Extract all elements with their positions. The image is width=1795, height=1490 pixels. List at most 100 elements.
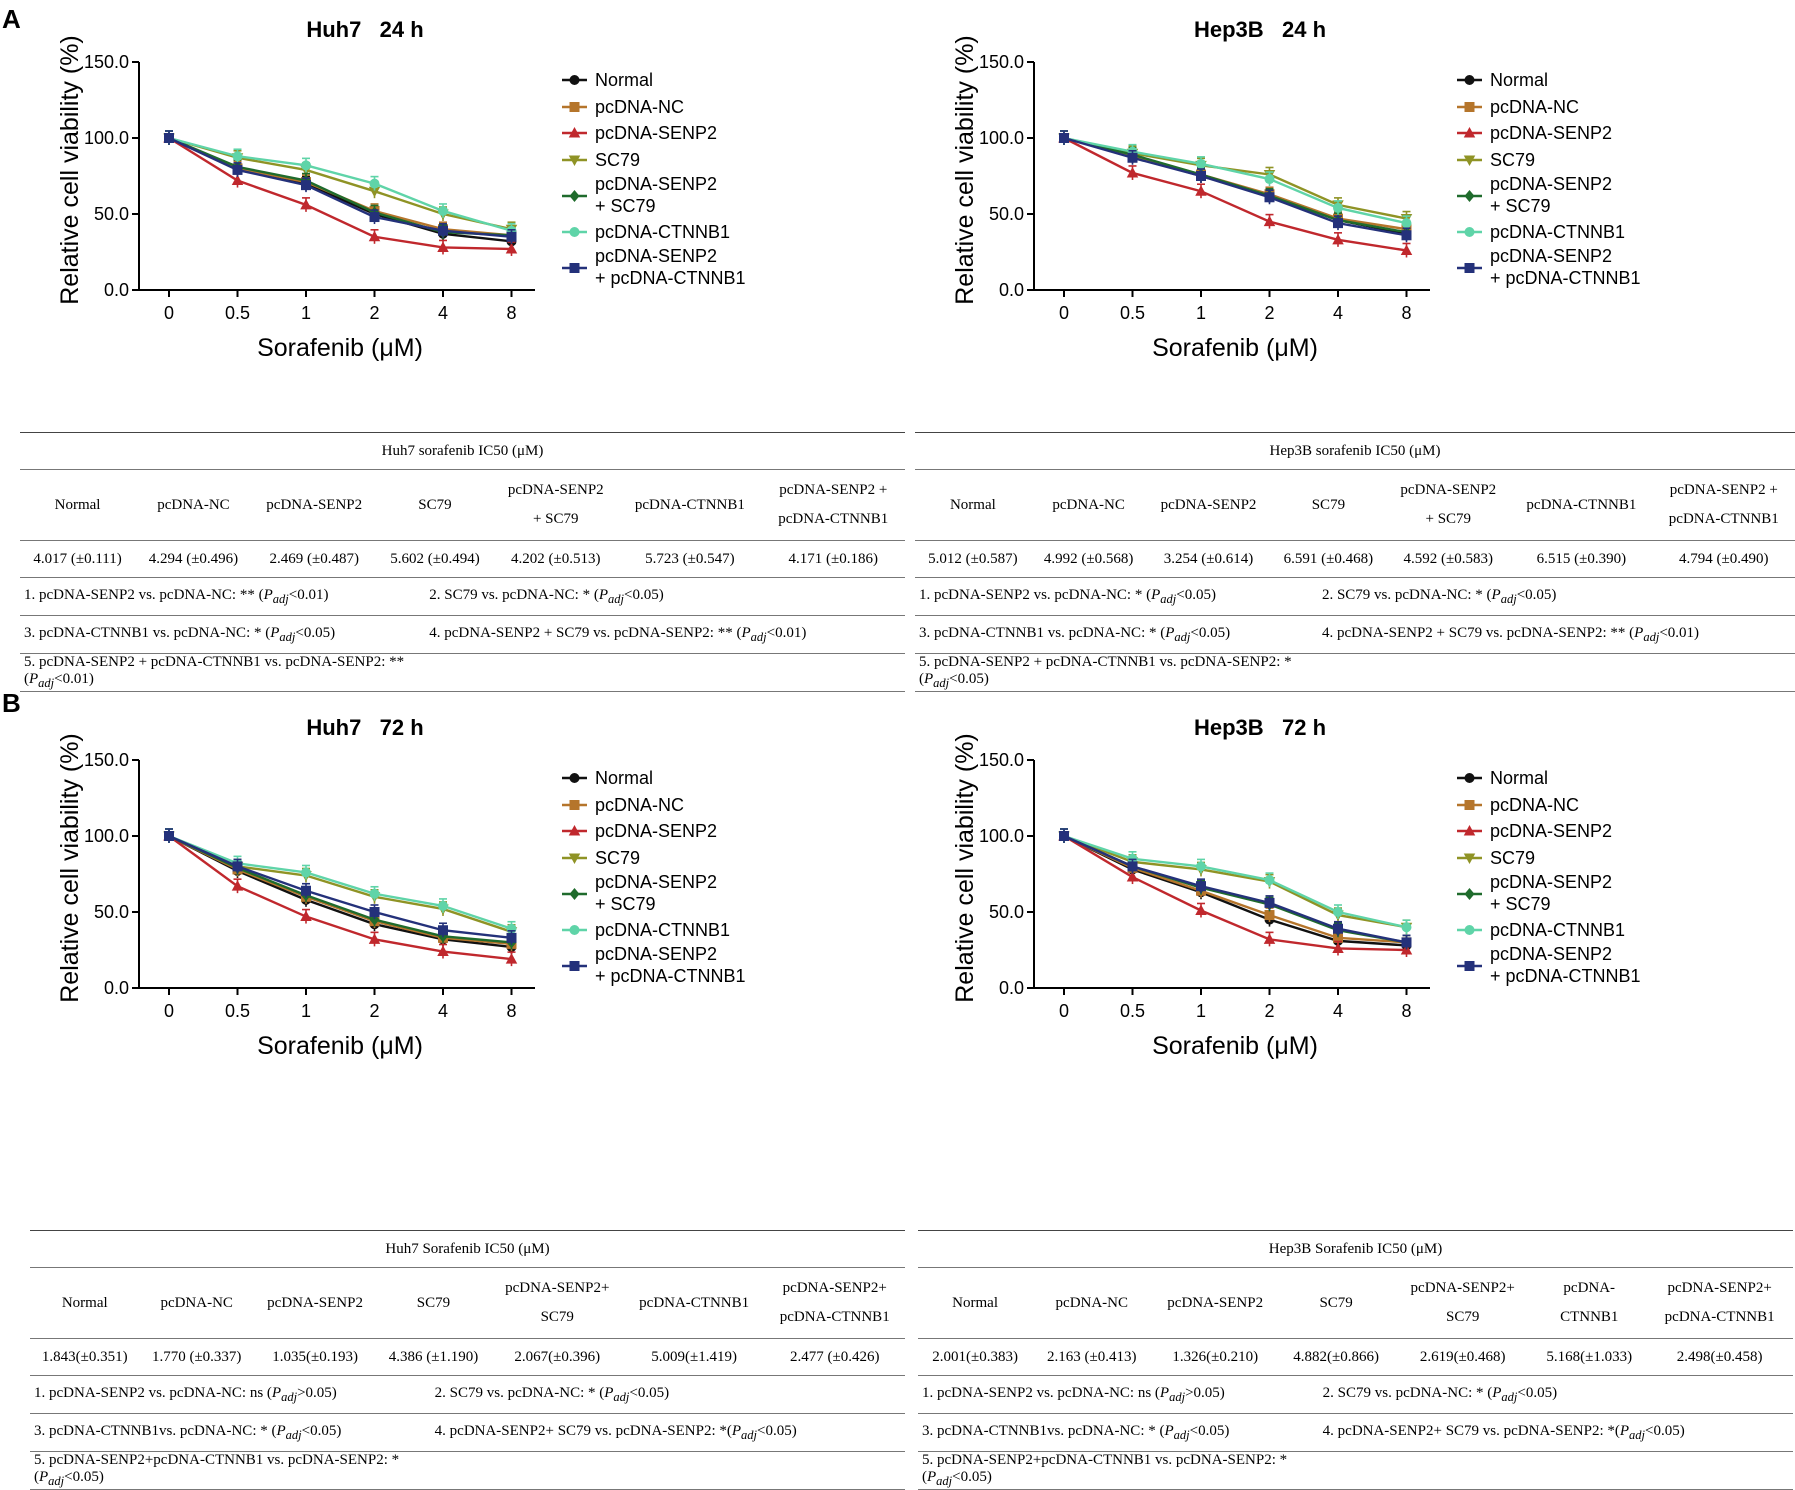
legend-label: pcDNA-SENP2 + pcDNA-CTNNB1 xyxy=(1490,246,1641,288)
series-line xyxy=(1063,834,1407,929)
x-tick-label: 0 xyxy=(164,303,174,323)
data-point xyxy=(1333,932,1343,943)
ic50-value: 1.843(±0.351) xyxy=(30,1338,140,1376)
comparison-note: 1. pcDNA-SENP2 vs. pcDNA-NC: ** (Padj<0.… xyxy=(24,586,329,606)
series-line xyxy=(168,834,512,944)
legend-label: Normal xyxy=(595,70,653,90)
legend: Normal pcDNA-NC pcDNA-SENP2 SC79 pcDNA-SENP2… xyxy=(562,768,746,986)
chart-hep3b-24h: Hep3B 24 h 0.0 50.0 100.0 150.0 0 0.5 1 2 4 8 Soraf… xyxy=(935,10,1795,390)
column-header: Normal xyxy=(949,496,996,513)
data-point xyxy=(368,933,381,944)
x-tick-label: 8 xyxy=(506,1001,516,1021)
series-pcdna-senp2 xyxy=(163,828,518,967)
legend-label: pcDNA-NC xyxy=(1490,795,1579,815)
data-point xyxy=(1263,215,1276,227)
series-sc79 xyxy=(1058,828,1413,935)
ic50-value: 2.067(±0.396) xyxy=(490,1338,624,1376)
data-point xyxy=(438,925,448,936)
x-tick-label: 0 xyxy=(1059,303,1069,323)
x-tick-label: 4 xyxy=(1333,303,1343,323)
ic50-value: 6.591 (±0.468) xyxy=(1270,540,1387,578)
comparison-note: 2. SC79 vs. pcDNA-NC: * (Padj<0.05) xyxy=(429,586,664,606)
comparison-note: 4. pcDNA-SENP2 + SC79 vs. pcDNA-SENP2: *… xyxy=(429,624,807,644)
comparison-note: 5. pcDNA-SENP2 + pcDNA-CTNNB1 vs. pcDNA-… xyxy=(919,654,1292,690)
legend-label: pcDNA-SENP2 + pcDNA-CTNNB1 xyxy=(1490,944,1641,986)
table-title: Hep3B sorafenib IC50 (μM) xyxy=(915,432,1795,470)
legend-marker xyxy=(569,925,580,935)
x-tick-label: 1 xyxy=(301,303,311,323)
column-header: pcDNA-NC xyxy=(160,1294,233,1311)
chart-title: Huh7 72 h xyxy=(306,715,423,740)
series-pcdna-senp2-sc79 xyxy=(1059,828,1412,950)
legend-marker xyxy=(1464,925,1475,935)
y-tick-label: 50.0 xyxy=(989,902,1024,922)
data-point xyxy=(438,205,448,216)
data-point xyxy=(1264,875,1275,886)
x-tick-label: 0.5 xyxy=(1120,303,1145,323)
legend: Normal pcDNA-NC pcDNA-SENP2 SC79 pcDNA-SENP2… xyxy=(1457,70,1641,288)
y-tick-label: 150.0 xyxy=(84,750,129,770)
series-line xyxy=(1063,136,1407,237)
legend-label: pcDNA-CTNNB1 xyxy=(1490,920,1625,940)
series-line xyxy=(168,136,512,251)
ic50-value: 2.477 (±0.426) xyxy=(764,1338,905,1376)
data-point xyxy=(231,880,244,891)
comparison-note: 5. pcDNA-SENP2+pcDNA-CTNNB1 vs. pcDNA-SE… xyxy=(922,1452,1288,1488)
ic50-value: 5.723 (±0.547) xyxy=(618,540,762,578)
data-point xyxy=(232,164,243,175)
data-point xyxy=(1126,166,1139,178)
comparison-note-row: 3. pcDNA-CTNNB1 vs. pcDNA-NC: * (Padj<0.… xyxy=(915,615,1795,654)
series-line xyxy=(1063,834,1407,952)
column-header: pcDNA-NC xyxy=(1052,496,1125,513)
ic50-value: 5.602 (±0.494) xyxy=(376,540,494,578)
legend-marker xyxy=(1464,888,1475,900)
column-header: pcDNA-NC xyxy=(157,496,230,513)
column-header: SC79 xyxy=(416,1294,451,1311)
data-point xyxy=(369,888,380,899)
data-point xyxy=(1196,861,1206,872)
series-line xyxy=(1063,136,1407,220)
legend-marker xyxy=(1464,102,1475,112)
series-line xyxy=(168,136,512,232)
series-line xyxy=(1063,834,1407,944)
ic50-value: 1.035(±0.193) xyxy=(253,1338,377,1376)
ic50-value: 4.017 (±0.111) xyxy=(20,540,136,578)
y-tick-label: 150.0 xyxy=(979,750,1024,770)
legend-label: SC79 xyxy=(595,150,640,170)
data-point xyxy=(1333,907,1343,917)
data-point xyxy=(1333,202,1343,213)
data-point xyxy=(505,953,518,964)
series-line xyxy=(1063,136,1407,225)
comparison-note-row: 5. pcDNA-SENP2+pcDNA-CTNNB1 vs. pcDNA-SE… xyxy=(30,1451,905,1490)
ic50-value: 4.386 (±1.190) xyxy=(376,1338,491,1376)
x-tick-label: 2 xyxy=(369,303,379,323)
comparison-note: 3. pcDNA-CTNNB1vs. pcDNA-NC: * (Padj<0.0… xyxy=(922,1422,1230,1442)
data-point xyxy=(1264,174,1275,185)
data-point xyxy=(1400,244,1413,255)
x-tick-label: 8 xyxy=(1401,1001,1411,1021)
data-point xyxy=(1401,230,1412,241)
comparison-note: 2. SC79 vs. pcDNA-NC: * (Padj<0.05) xyxy=(1321,586,1557,606)
legend-marker xyxy=(1464,773,1475,783)
column-header: pcDNA-SENP2 xyxy=(1167,1294,1264,1311)
series-pcdna-ctnnb1 xyxy=(1059,130,1412,231)
comparison-note: 4. pcDNA-SENP2+ SC79 vs. pcDNA-SENP2: *(… xyxy=(434,1422,797,1442)
ic50-table-hep3b-24h: Hep3B sorafenib IC50 (μM) Normal pcDNA-NC p… xyxy=(915,432,1795,692)
column-header: pcDNA-SENP2+ pcDNA-CTNNB1 xyxy=(1664,1280,1775,1325)
data-point xyxy=(1264,192,1275,203)
ic50-value: 2.619(±0.468) xyxy=(1393,1338,1533,1376)
data-point xyxy=(1333,923,1343,934)
ic50-value: 6.515 (±0.390) xyxy=(1510,540,1653,578)
column-header: pcDNA-SENP2+ pcDNA-CTNNB1 xyxy=(779,1280,890,1325)
data-point xyxy=(369,913,380,926)
comparison-note: 2. SC79 vs. pcDNA-NC: * (Padj<0.05) xyxy=(1322,1384,1558,1404)
x-tick-label: 8 xyxy=(506,303,516,323)
comparison-note-row: 3. pcDNA-CTNNB1 vs. pcDNA-NC: * (Padj<0.… xyxy=(20,615,905,654)
column-header: pcDNA-SENP2 + pcDNA-CTNNB1 xyxy=(778,482,889,527)
series-pcdna-senp2-pcdna-ctnnb1 xyxy=(164,828,517,945)
column-header: pcDNA-SENP2+ SC79 xyxy=(1410,1280,1515,1325)
series-line xyxy=(1063,136,1407,234)
y-axis-label: Relative cell viability (%) xyxy=(951,35,979,305)
legend-marker xyxy=(569,263,580,273)
legend-label: pcDNA-NC xyxy=(595,795,684,815)
